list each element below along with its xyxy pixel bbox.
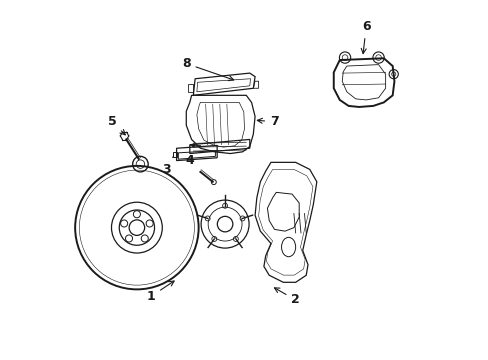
- Text: 6: 6: [361, 20, 370, 54]
- Text: 4: 4: [185, 154, 194, 167]
- Text: 1: 1: [146, 281, 174, 303]
- Text: 7: 7: [257, 115, 278, 128]
- Text: 8: 8: [182, 57, 233, 81]
- Text: 3: 3: [162, 156, 173, 176]
- Text: 5: 5: [108, 115, 125, 135]
- Circle shape: [192, 144, 194, 147]
- Text: 2: 2: [274, 288, 300, 306]
